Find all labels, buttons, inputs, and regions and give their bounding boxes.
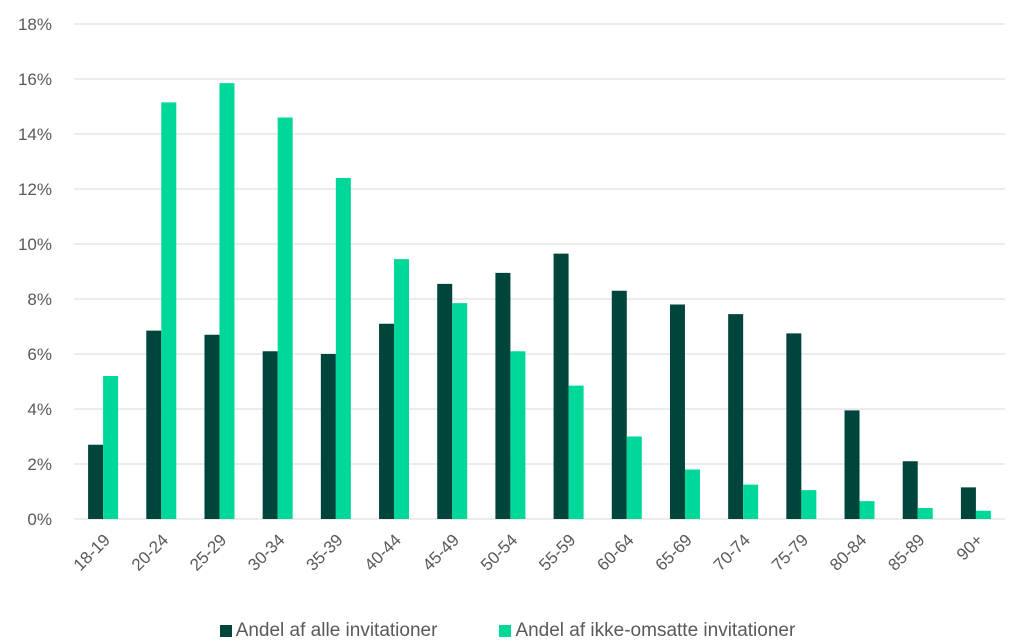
bar-series-1-40-44 xyxy=(379,323,395,519)
bar-series-2-20-24 xyxy=(161,102,177,519)
legend-swatch-series-1 xyxy=(219,625,232,637)
bar-series-2-55-59 xyxy=(568,385,584,519)
bar-series-2-75-79 xyxy=(801,490,817,519)
bar-series-2-40-44 xyxy=(394,259,410,519)
y-tick-label: 6% xyxy=(27,345,52,364)
bars xyxy=(88,83,991,519)
bar-series-2-50-54 xyxy=(510,351,526,519)
bar-series-1-50-54 xyxy=(495,272,511,519)
bar-series-1-90+ xyxy=(960,487,976,519)
bar-series-2-90+ xyxy=(975,510,991,519)
bar-series-2-85-89 xyxy=(917,508,933,519)
x-tick-label: 18-19 xyxy=(70,530,114,574)
x-tick-label: 85-89 xyxy=(884,530,928,574)
bar-series-1-75-79 xyxy=(786,333,802,519)
bar-series-1-25-29 xyxy=(204,334,220,519)
bar-series-1-20-24 xyxy=(146,330,162,519)
bar-series-2-65-69 xyxy=(684,469,700,519)
x-tick-label: 70-74 xyxy=(710,530,754,574)
x-tick-label: 35-39 xyxy=(302,530,346,574)
bar-series-2-60-64 xyxy=(626,436,642,519)
legend-label-series-2: Andel af ikke-omsatte invitationer xyxy=(515,620,796,641)
legend-label-series-1: Andel af alle invitationer xyxy=(235,620,438,641)
bar-series-2-18-19 xyxy=(103,376,119,519)
y-tick-label: 18% xyxy=(18,15,52,34)
bar-series-1-30-34 xyxy=(262,351,278,519)
x-tick-label: 50-54 xyxy=(477,530,521,574)
bar-series-2-70-74 xyxy=(743,484,759,519)
x-tick-label: 20-24 xyxy=(128,530,172,574)
y-tick-label: 16% xyxy=(18,70,52,89)
bar-series-1-80-84 xyxy=(844,410,860,519)
x-tick-label: 45-49 xyxy=(419,530,463,574)
y-tick-label: 0% xyxy=(27,510,52,529)
bar-series-2-25-29 xyxy=(219,83,235,519)
x-tick-label: 60-64 xyxy=(593,530,637,574)
bar-series-2-45-49 xyxy=(452,303,468,519)
bar-series-1-70-74 xyxy=(728,314,744,519)
bar-series-1-45-49 xyxy=(437,283,453,519)
bar-series-1-65-69 xyxy=(669,304,685,519)
x-axis: 18-19 20-24 25-29 30-34 35-39 40-44 45-49 50-54… xyxy=(70,530,987,574)
y-tick-label: 12% xyxy=(18,180,52,199)
x-tick-label: 80-84 xyxy=(826,530,870,574)
x-tick-label: 25-29 xyxy=(186,530,230,574)
bar-series-2-80-84 xyxy=(859,501,875,519)
x-tick-label: 75-79 xyxy=(768,530,812,574)
legend-swatch-series-2 xyxy=(499,625,512,637)
bar-series-1-35-39 xyxy=(320,354,336,519)
x-tick-label: 55-59 xyxy=(535,530,579,574)
legend: Andel af alle invitationer Andel af ikke… xyxy=(0,620,1015,642)
x-tick-label: 90+ xyxy=(953,530,987,564)
bar-series-2-35-39 xyxy=(335,178,351,519)
y-tick-label: 14% xyxy=(18,125,52,144)
y-tick-label: 10% xyxy=(18,235,52,254)
y-tick-label: 2% xyxy=(27,455,52,474)
legend-item-series-1: Andel af alle invitationer xyxy=(219,620,438,642)
x-tick-label: 40-44 xyxy=(361,530,405,574)
y-axis: 0% 2% 4% 6% 8% 10% 12% 14% 16% 18% xyxy=(18,15,52,529)
x-tick-label: 65-69 xyxy=(652,530,696,574)
y-tick-label: 4% xyxy=(27,400,52,419)
bar-series-1-55-59 xyxy=(553,253,569,519)
bar-series-1-85-89 xyxy=(902,461,918,519)
bar-series-1-60-64 xyxy=(611,290,627,519)
bar-series-1-18-19 xyxy=(88,444,104,519)
legend-item-series-2: Andel af ikke-omsatte invitationer xyxy=(499,620,795,642)
y-tick-label: 8% xyxy=(27,290,52,309)
x-tick-label: 30-34 xyxy=(244,530,288,574)
bar-series-2-30-34 xyxy=(277,117,293,519)
